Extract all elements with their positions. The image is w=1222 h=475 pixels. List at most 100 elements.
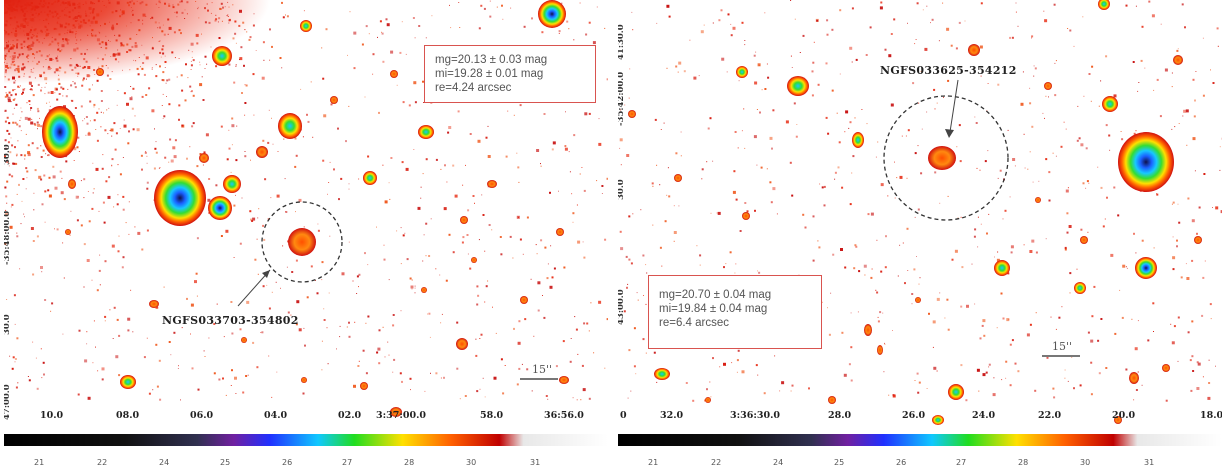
- scale-label: 15'': [1052, 340, 1073, 353]
- source-blob: [288, 228, 316, 256]
- colorbar-tick-label: 28: [1018, 458, 1029, 467]
- source-blob: [360, 382, 368, 390]
- pointer-line: [949, 79, 959, 133]
- sky-field-right: [619, 0, 1222, 425]
- ra-tick-label: 24.0: [972, 410, 996, 421]
- ra-tick-label: 20.0: [1112, 410, 1136, 421]
- ra-tick-label: 22.0: [1038, 410, 1062, 421]
- source-blob: [928, 146, 956, 170]
- image-panel-left: mg=20.13 ± 0.03 mag mi=19.28 ± 0.01 mag …: [4, 0, 608, 475]
- colorbar-tick-label: 25: [834, 458, 845, 467]
- colorbar-tick-label: 22: [97, 458, 108, 467]
- source-blob: [1135, 257, 1157, 279]
- source-blob: [212, 46, 232, 66]
- ra-tick-label: 26.0: [902, 410, 926, 421]
- source-blob: [471, 257, 477, 263]
- ra-tick-label: 58.0: [480, 410, 504, 421]
- source-blob: [330, 96, 338, 104]
- source-blob: [301, 377, 307, 383]
- source-blob: [948, 384, 964, 400]
- aperture-circle: [261, 201, 343, 283]
- colorbar-tick-label: 31: [530, 458, 541, 467]
- source-blob: [742, 212, 750, 220]
- ra-tick-label: 10.0: [40, 410, 64, 421]
- ra-tick-label: 3:36:30.0: [730, 410, 780, 421]
- scale-bar: [1042, 355, 1080, 357]
- pointer-line: [237, 269, 271, 307]
- source-blob: [1162, 364, 1170, 372]
- source-blob: [1129, 372, 1139, 384]
- speckle-layer: [619, 0, 1222, 402]
- source-blob: [241, 337, 247, 343]
- colorbar-tick-label: 25: [220, 458, 231, 467]
- source-blob: [559, 376, 569, 384]
- source-blob: [418, 125, 434, 139]
- colorbar-tick-label: 26: [282, 458, 293, 467]
- ra-tick-label: 28.0: [828, 410, 852, 421]
- source-blob: [654, 368, 670, 380]
- source-blob: [149, 300, 159, 308]
- scale-label: 15'': [532, 363, 553, 376]
- scale-bar: [520, 378, 558, 380]
- source-blob: [1114, 416, 1122, 424]
- ra-tick-label: 36:56.0: [544, 410, 584, 421]
- source-blob: [1118, 132, 1174, 192]
- colorbar-tick-label: 30: [466, 458, 477, 467]
- photometry-box: mg=20.13 ± 0.03 mag mi=19.28 ± 0.01 mag …: [424, 45, 596, 103]
- source-blob: [520, 296, 528, 304]
- source-blob: [256, 146, 268, 158]
- source-layer: [628, 0, 1202, 425]
- colorbar-tick-label: 22: [711, 458, 722, 467]
- image-panel-right: NGFS033625-354212 mg=20.70 ± 0.04 mag mi…: [618, 0, 1222, 475]
- g-mag-text: mg=20.70 ± 0.04 mag: [659, 289, 772, 301]
- source-blob: [154, 170, 206, 226]
- source-blob: [968, 44, 980, 56]
- source-blob: [120, 375, 136, 389]
- dec-tick-label: -35:42:00.0: [618, 71, 626, 126]
- re-text: re=6.4 arcsec: [659, 317, 729, 329]
- source-blob: [300, 20, 312, 32]
- source-blob: [538, 0, 566, 28]
- dec-tick-label: 30.0: [618, 179, 626, 200]
- ra-tick-label: 08.0: [116, 410, 140, 421]
- bright-halo: [4, 0, 384, 120]
- dec-tick-label: 30.0: [4, 144, 12, 165]
- colorbar-tick-label: 28: [404, 458, 415, 467]
- source-blob: [787, 76, 809, 96]
- source-blob: [864, 324, 872, 336]
- colorbar-tick-label: 24: [159, 458, 170, 467]
- source-blob: [1080, 236, 1088, 244]
- source-blob: [1044, 82, 1052, 90]
- source-blob: [390, 70, 398, 78]
- source-blob: [421, 287, 427, 293]
- dec-tick-label: 43:00.0: [618, 289, 626, 325]
- object-label: NGFS033703-354802: [162, 314, 299, 327]
- sky-field-left: [4, 0, 608, 417]
- source-blob: [278, 113, 302, 139]
- source-blob: [1194, 236, 1202, 244]
- source-blob: [1074, 282, 1086, 294]
- dec-tick-label: 41:30.0: [618, 24, 626, 60]
- source-blob: [736, 66, 748, 78]
- source-blob: [705, 397, 711, 403]
- object-label: NGFS033625-354212: [880, 64, 1017, 77]
- ra-tick-label: 06.0: [190, 410, 214, 421]
- colorbar-tick-label: 27: [956, 458, 967, 467]
- ra-tick-label: 04.0: [264, 410, 288, 421]
- dec-tick-label: 30.0: [4, 314, 12, 335]
- ra-tick-label: 02.0: [338, 410, 362, 421]
- ra-tick-label: 32.0: [660, 410, 684, 421]
- pointer-arrowhead: [262, 270, 270, 278]
- source-blob: [208, 196, 232, 220]
- colorbar-tick-label: 21: [648, 458, 659, 467]
- dec-tick-label: -35:48:00.0: [4, 210, 12, 265]
- source-blob: [932, 415, 944, 425]
- source-layer: [42, 0, 569, 417]
- source-blob: [1098, 0, 1110, 10]
- g-mag-text: mg=20.13 ± 0.03 mag: [435, 54, 548, 66]
- i-mag-text: mi=19.28 ± 0.01 mag: [435, 68, 544, 80]
- source-blob: [487, 180, 497, 188]
- source-blob: [199, 153, 209, 163]
- source-blob: [628, 110, 636, 118]
- source-blob: [68, 179, 76, 189]
